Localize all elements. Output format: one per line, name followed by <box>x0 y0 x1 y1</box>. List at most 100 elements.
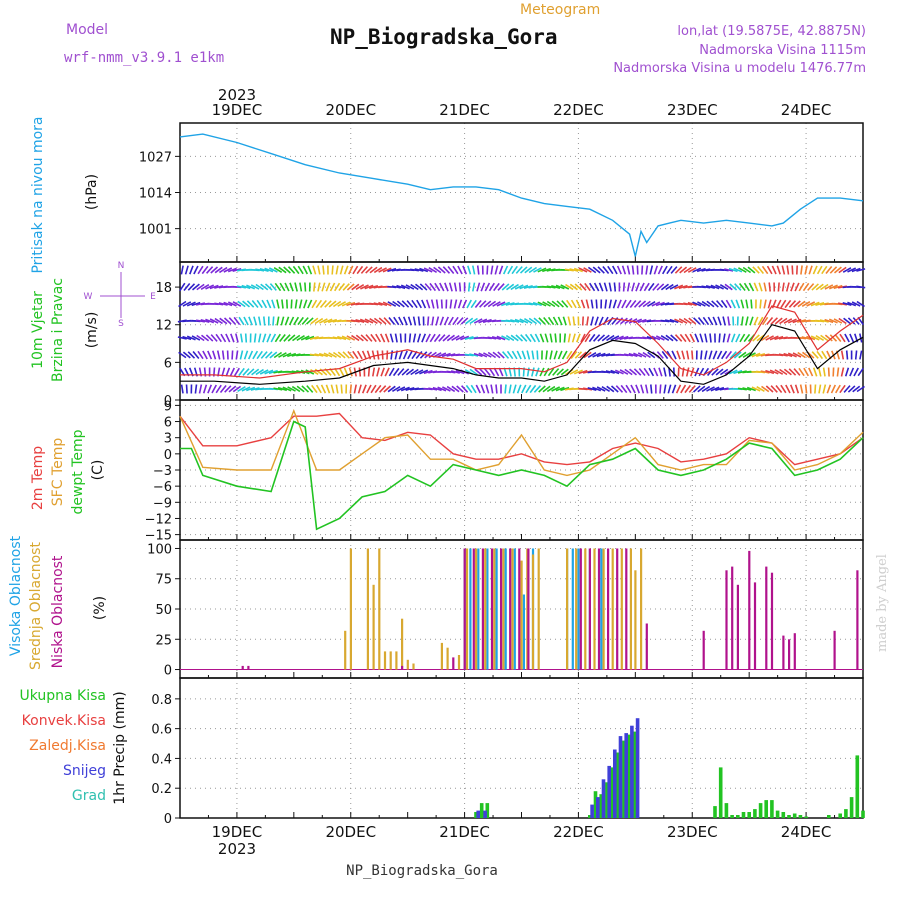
wind-barb <box>710 284 720 290</box>
wind-barb <box>449 299 453 309</box>
wind-barb <box>692 267 702 273</box>
wind-barb <box>619 335 629 341</box>
wind-barb <box>261 299 268 309</box>
wind-barb <box>572 316 576 326</box>
wind-barb <box>421 299 427 309</box>
wind-barb <box>338 283 346 291</box>
wind-barb <box>633 300 642 308</box>
cloud-low-bar <box>782 635 785 670</box>
wind-barb <box>325 282 331 292</box>
wind-barb <box>373 266 383 274</box>
wind-barb <box>538 385 546 393</box>
wind-barb <box>525 384 532 394</box>
wind-barb <box>529 333 536 343</box>
wind-barb <box>263 316 266 326</box>
wind-ylabel: 10m Vjetar <box>30 291 46 369</box>
wind-barb <box>790 282 795 292</box>
wind-barb <box>236 285 247 289</box>
wind-barb <box>383 317 391 325</box>
wind-barb <box>514 318 524 324</box>
wind-barb <box>811 283 819 291</box>
wind-barb <box>697 316 705 326</box>
wind-barb <box>278 352 287 358</box>
wind-barb <box>560 284 570 290</box>
wind-barb <box>626 282 631 292</box>
wind-barb <box>552 316 559 326</box>
wind-barb <box>258 333 262 343</box>
chart-title: NP_Biogradska_Gora <box>330 25 558 49</box>
x-tick-label-bottom: 24DEC <box>781 823 832 841</box>
wind-barb <box>631 265 635 275</box>
precip-total-bar <box>838 813 842 818</box>
wind-barb <box>235 333 239 343</box>
precip-snow-bar <box>483 810 487 818</box>
wind-barb <box>387 301 397 307</box>
wind-barb <box>291 353 301 357</box>
wind-barb <box>429 333 436 343</box>
wind-barb <box>490 265 494 275</box>
wind-barb <box>250 284 260 290</box>
wind-barb <box>583 351 592 359</box>
year-bottom: 2023 <box>218 840 256 858</box>
pressure-unit: (hPa) <box>84 174 100 210</box>
wind-barb <box>678 284 688 290</box>
wind-barb <box>335 265 339 275</box>
wind-barb <box>327 318 338 324</box>
wind-barb <box>521 384 527 394</box>
cloud-low-bar <box>509 548 512 670</box>
wind-barb <box>516 384 522 394</box>
wind-barb <box>351 283 360 291</box>
wind-barb <box>834 333 842 343</box>
precip-total-bar <box>753 809 757 818</box>
wind-barb <box>592 352 602 358</box>
wind-barb <box>230 333 235 343</box>
wind-barb <box>711 368 719 376</box>
wind-barb <box>819 319 829 323</box>
wind-barb <box>478 318 488 324</box>
wind-barb <box>417 333 422 343</box>
wind-barb <box>419 351 428 359</box>
wind-barb <box>825 265 833 275</box>
wind-barb <box>425 333 431 343</box>
wind-barb <box>338 367 345 377</box>
wind-barb <box>307 265 313 275</box>
wind-barb <box>856 268 866 272</box>
wind-barb <box>350 319 360 323</box>
wind-barb <box>602 265 610 275</box>
wind-barb <box>406 300 414 308</box>
y-tick-label: 1014 <box>139 187 172 202</box>
wind-barb <box>501 283 510 291</box>
wind-barb <box>305 317 314 325</box>
wind-barb <box>376 367 380 377</box>
wind-barb <box>273 351 283 359</box>
wind-barb <box>465 317 474 325</box>
wind-barb <box>637 352 647 358</box>
wind-barb <box>382 267 392 273</box>
wind-barb <box>849 333 855 343</box>
wind-barb <box>341 301 351 307</box>
wind-barb <box>614 369 624 375</box>
pressure-line <box>179 133 864 257</box>
wind-barb <box>678 318 688 324</box>
wind-barb <box>207 350 213 360</box>
wind-barb <box>804 265 808 275</box>
wind-barb <box>221 350 225 360</box>
temp-dewpt-label: dewpt Temp <box>70 429 86 514</box>
precip-snow-bar <box>624 733 628 818</box>
wind-barb <box>320 384 327 394</box>
cloud-mid-bar <box>349 548 352 670</box>
wind-barb <box>765 385 774 393</box>
wind-barb <box>663 367 667 377</box>
wind-barb <box>310 317 319 325</box>
wind-barb <box>590 299 594 309</box>
wind-barb <box>272 316 275 326</box>
wind-barb <box>852 317 860 325</box>
cloud-low-bar <box>518 548 521 670</box>
wind-barb <box>241 386 251 392</box>
wind-barb <box>433 333 441 343</box>
wind-barb <box>219 317 228 325</box>
wind-barb <box>394 333 398 343</box>
wind-barb <box>469 317 478 325</box>
wind-barb <box>442 266 451 274</box>
wind-barb <box>666 265 673 275</box>
